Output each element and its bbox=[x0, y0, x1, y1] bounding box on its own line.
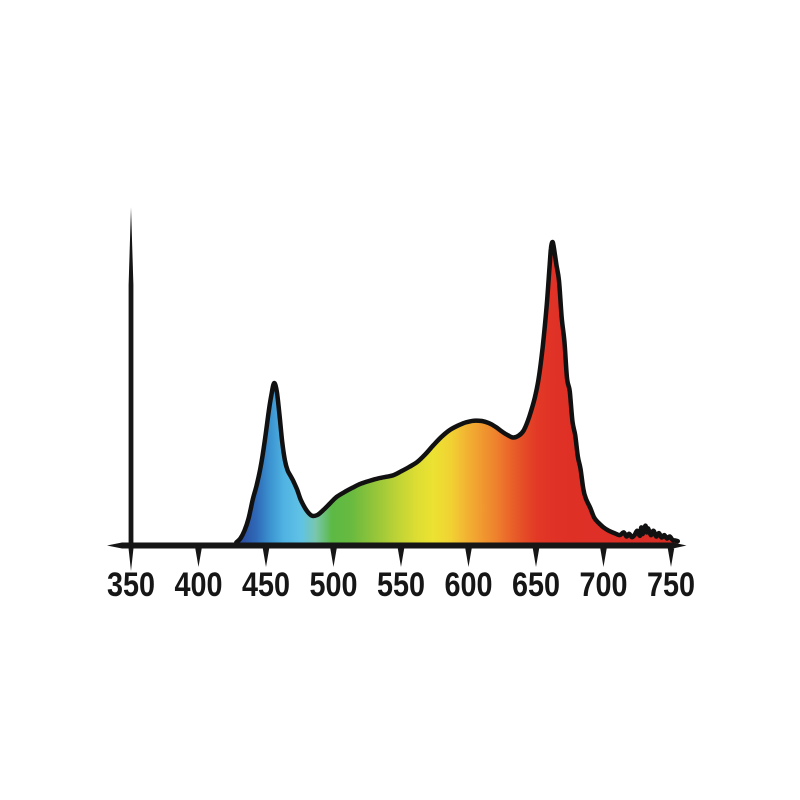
x-axis-tick-600 bbox=[465, 548, 472, 567]
spectrum-curve bbox=[234, 239, 681, 545]
x-tick-label-500: 500 bbox=[310, 566, 358, 604]
x-tick-label-400: 400 bbox=[175, 566, 223, 604]
x-tick-label-600: 600 bbox=[445, 566, 493, 604]
x-axis-tick-550 bbox=[397, 548, 405, 567]
x-axis-tick-500 bbox=[330, 548, 337, 567]
x-axis-tick-650 bbox=[532, 548, 540, 567]
x-tick-label-650: 650 bbox=[512, 566, 560, 604]
x-tick-label-750: 750 bbox=[647, 566, 695, 604]
x-tick-label-450: 450 bbox=[242, 566, 290, 604]
y-axis-line bbox=[128, 207, 134, 571]
x-tick-label-550: 550 bbox=[377, 566, 425, 604]
x-axis-line bbox=[107, 542, 687, 549]
x-axis-tick-750 bbox=[667, 548, 675, 567]
x-axis-tick-700 bbox=[600, 548, 607, 567]
x-tick-label-700: 700 bbox=[580, 566, 628, 604]
x-tick-label-350: 350 bbox=[107, 566, 155, 604]
spectrum-area bbox=[236, 241, 678, 546]
x-axis-tick-400 bbox=[195, 548, 202, 567]
x-axis-tick-450 bbox=[262, 548, 270, 567]
